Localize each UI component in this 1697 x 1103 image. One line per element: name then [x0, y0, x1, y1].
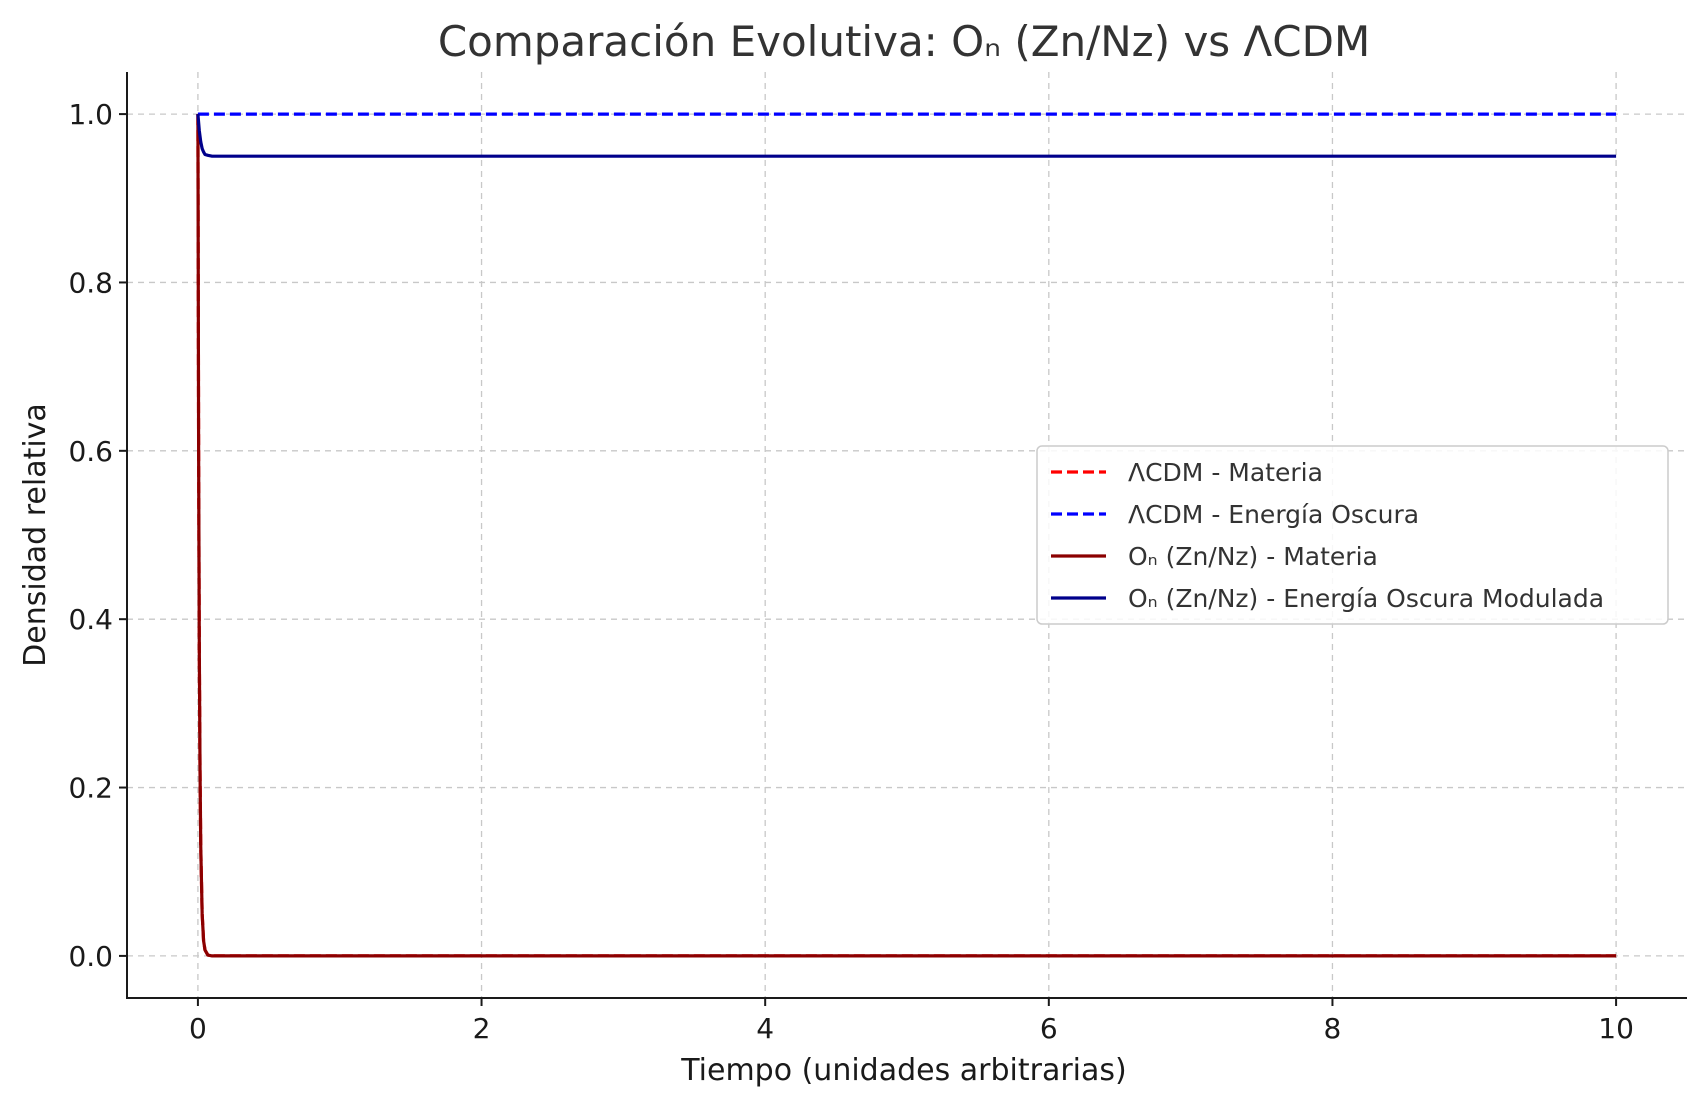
chart-title: Comparación Evolutiva: Oₙ (Zn/Nz) vs ΛCD…: [438, 17, 1370, 66]
y-tick-label: 1.0: [68, 98, 113, 131]
x-tick-label: 0: [189, 1012, 207, 1045]
series-line-3: [196, 114, 1617, 958]
axes-spines: [126, 72, 1687, 999]
legend-label-1: ΛCDM - Materia: [1128, 458, 1323, 487]
legend-label-3: Oₙ (Zn/Nz) - Materia: [1128, 542, 1378, 571]
x-tick-label: 2: [473, 1012, 491, 1045]
series-lines: [196, 112, 1617, 958]
legend-label-2: ΛCDM - Energía Oscura: [1128, 500, 1419, 529]
x-tick-label: 8: [1324, 1012, 1342, 1045]
y-axis-label: Densidad relativa: [18, 403, 53, 667]
y-tick-label: 0.8: [68, 266, 113, 299]
y-tick-label: 0.0: [68, 940, 113, 973]
series-line-4: [196, 113, 1617, 158]
legend: ΛCDM - Materia ΛCDM - Energía Oscura Oₙ (Z…: [1036, 445, 1669, 625]
legend-box: [1036, 445, 1669, 625]
y-tick-label: 0.4: [68, 603, 113, 636]
y-tick-label: 0.2: [68, 772, 113, 805]
x-axis-label: Tiempo (unidades arbitrarias): [680, 1053, 1126, 1088]
legend-label-4: Oₙ (Zn/Nz) - Energía Oscura Modulada: [1128, 584, 1604, 613]
x-tick-label: 4: [756, 1012, 774, 1045]
x-tick-label: 6: [1040, 1012, 1058, 1045]
x-tick-label: 10: [1598, 1012, 1634, 1045]
y-tick-label: 0.6: [68, 435, 113, 468]
axis-ticks: 0 2 4 6 8 10 0.0 0.2 0.4 0.6 0.8 1.0: [68, 98, 1633, 1045]
